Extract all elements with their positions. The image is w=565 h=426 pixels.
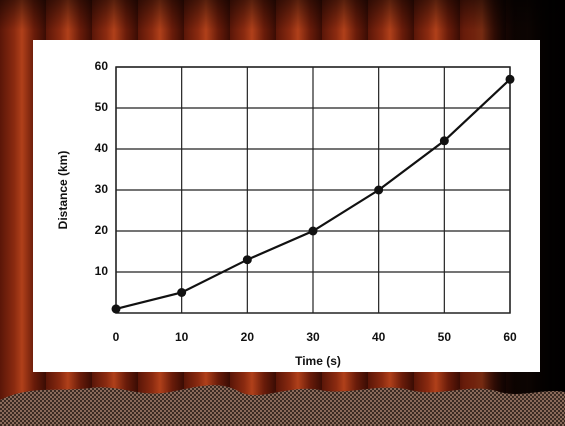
x-tick-label: 0 (113, 330, 120, 344)
y-tick-label: 40 (95, 141, 109, 155)
x-tick-label: 30 (306, 330, 320, 344)
data-point (506, 75, 515, 84)
data-point (374, 186, 383, 195)
y-tick-label: 10 (95, 264, 109, 278)
data-point (309, 227, 318, 236)
data-point (440, 136, 449, 145)
y-tick-label: 20 (95, 223, 109, 237)
data-point (112, 304, 121, 313)
y-tick-label: 60 (95, 59, 109, 73)
x-tick-label: 20 (241, 330, 255, 344)
x-axis-title: Time (s) (295, 354, 341, 368)
y-tick-label: 50 (95, 100, 109, 114)
x-tick-label: 10 (175, 330, 189, 344)
x-tick-label: 40 (372, 330, 386, 344)
data-point (177, 288, 186, 297)
x-tick-label: 60 (503, 330, 517, 344)
x-tick-label: 50 (438, 330, 452, 344)
chart-panel (33, 40, 540, 372)
data-point (243, 255, 252, 264)
y-tick-label: 30 (95, 182, 109, 196)
y-axis-title: Distance (km) (56, 151, 70, 230)
slide-background: Time (s) Distance (km) 0 10 20 30 40 50 60 10 20… (0, 0, 565, 426)
chart: Time (s) Distance (km) 0 10 20 30 40 50 60 10 20… (0, 0, 565, 426)
